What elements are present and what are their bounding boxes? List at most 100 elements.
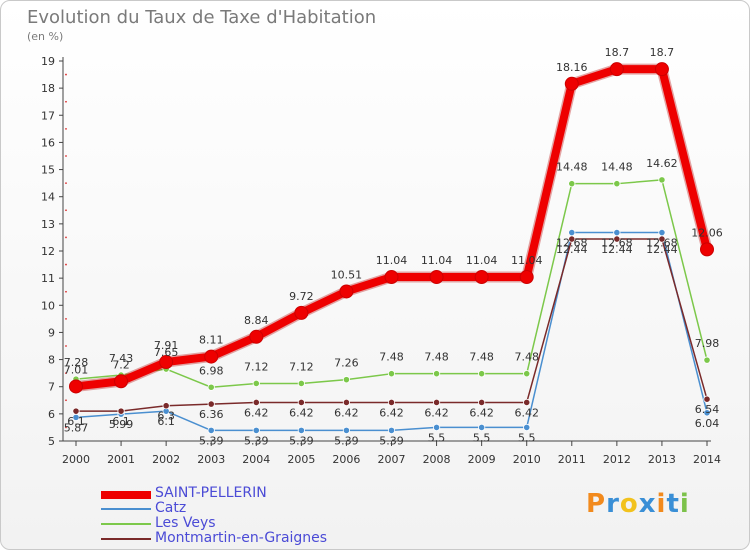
data-point: [613, 235, 621, 243]
data-point: [478, 370, 486, 378]
data-point: [252, 398, 260, 407]
y-tick-label: 10: [41, 299, 55, 312]
y-tick-label: 19: [41, 55, 55, 68]
chart-title: Evolution du Taux de Taxe d'Habitation: [27, 7, 377, 28]
data-point: [568, 180, 576, 188]
data-label: 6.1: [157, 415, 175, 428]
y-minor-dot: [65, 155, 67, 157]
x-tick-label: 2007: [378, 453, 406, 466]
logo-letter: i: [656, 489, 667, 519]
data-point: [658, 228, 666, 237]
data-label: 11.04: [511, 254, 543, 267]
x-tick-label: 2005: [287, 453, 315, 466]
y-tick-label: 18: [41, 82, 55, 95]
data-point: [252, 379, 260, 388]
data-point: [72, 407, 80, 415]
data-point: [294, 305, 309, 320]
x-tick-label: 2009: [468, 453, 496, 466]
data-point: [478, 423, 486, 432]
data-point: [432, 398, 441, 407]
logo-letter: x: [638, 489, 657, 519]
data-point: [523, 398, 531, 407]
data-point: [432, 423, 441, 432]
data-point: [703, 395, 711, 403]
y-minor-dot: [65, 100, 67, 103]
data-label: 7.48: [379, 351, 404, 364]
data-label: 6.42: [424, 406, 449, 419]
y-minor-dot: [65, 372, 67, 375]
data-label: 10.51: [331, 268, 363, 281]
data-point: [474, 270, 489, 285]
data-label: 18.7: [650, 46, 675, 59]
logo-letter: t: [666, 489, 680, 519]
data-label: 6.98: [199, 364, 224, 377]
data-point: [342, 376, 351, 384]
data-label: 12.44: [556, 243, 588, 256]
data-label: 5.99: [109, 418, 134, 431]
data-label: 7.48: [514, 351, 539, 364]
data-label: 12.68: [601, 237, 633, 250]
legend-label-les-veys: Les Veys: [155, 515, 216, 531]
legend-swatch-montmartin: [101, 538, 151, 540]
y-tick-label: 6: [48, 408, 55, 421]
data-point: [114, 374, 129, 389]
data-label: 6.42: [289, 406, 314, 419]
y-tick-label: 8: [48, 354, 55, 367]
x-tick-label: 2001: [107, 453, 135, 466]
data-label: 5.87: [64, 421, 89, 434]
y-minor-dot: [65, 290, 67, 293]
logo-letter: o: [619, 489, 639, 519]
legend-label-catz: Catz: [155, 500, 187, 516]
data-label: 5.5: [473, 431, 491, 444]
data-label: 7.91: [154, 339, 179, 352]
logo-letter: i: [679, 489, 690, 519]
y-tick-label: 5: [48, 435, 55, 448]
data-label: 8.84: [244, 314, 269, 327]
data-point: [162, 402, 170, 410]
data-label: 14.48: [601, 161, 633, 174]
x-tick-label: 2008: [423, 453, 451, 466]
data-label: 18.7: [605, 46, 630, 59]
data-point: [387, 426, 396, 435]
data-label: 6.04: [695, 417, 720, 430]
data-point: [519, 270, 534, 285]
data-point: [252, 426, 260, 435]
data-label: 7.28: [64, 356, 89, 369]
data-point: [700, 242, 714, 257]
data-point: [609, 62, 624, 77]
data-point: [613, 180, 621, 188]
data-label: 7.12: [289, 360, 314, 373]
data-label: 7.2: [112, 358, 130, 371]
data-point: [339, 284, 354, 299]
data-point: [658, 235, 666, 243]
data-label: 6.36: [199, 408, 224, 421]
data-label: 7.26: [334, 357, 359, 370]
data-label: 6.1: [67, 415, 85, 428]
data-label: 18.16: [556, 61, 588, 74]
data-label: 5.5: [428, 431, 446, 444]
legend-label-montmartin: Montmartin-en-Graignes: [155, 530, 328, 546]
data-label: 14.62: [646, 157, 678, 170]
data-point: [703, 409, 711, 417]
logo-letter: r: [606, 489, 620, 519]
y-tick-label: 15: [41, 164, 55, 177]
data-point: [117, 407, 125, 415]
data-point: [207, 383, 215, 391]
data-label: 7.43: [109, 352, 134, 365]
y-minor-dot: [65, 209, 67, 212]
y-tick-label: 11: [41, 272, 55, 285]
data-label: 6.42: [244, 406, 269, 419]
y-minor-dot: [65, 182, 67, 185]
y-minor-dot: [65, 236, 67, 239]
data-point: [249, 329, 264, 344]
data-label: 14.48: [556, 161, 588, 174]
data-label: 5.5: [518, 431, 536, 444]
data-label: 5.39: [289, 434, 314, 447]
y-minor-dot: [65, 345, 67, 347]
data-label: 12.68: [646, 237, 678, 250]
data-point: [384, 270, 399, 285]
proxiti-logo: Proxiti: [586, 489, 690, 519]
legend-swatch-catz: [101, 508, 151, 510]
y-tick-label: 12: [41, 245, 55, 258]
data-point: [564, 76, 579, 91]
